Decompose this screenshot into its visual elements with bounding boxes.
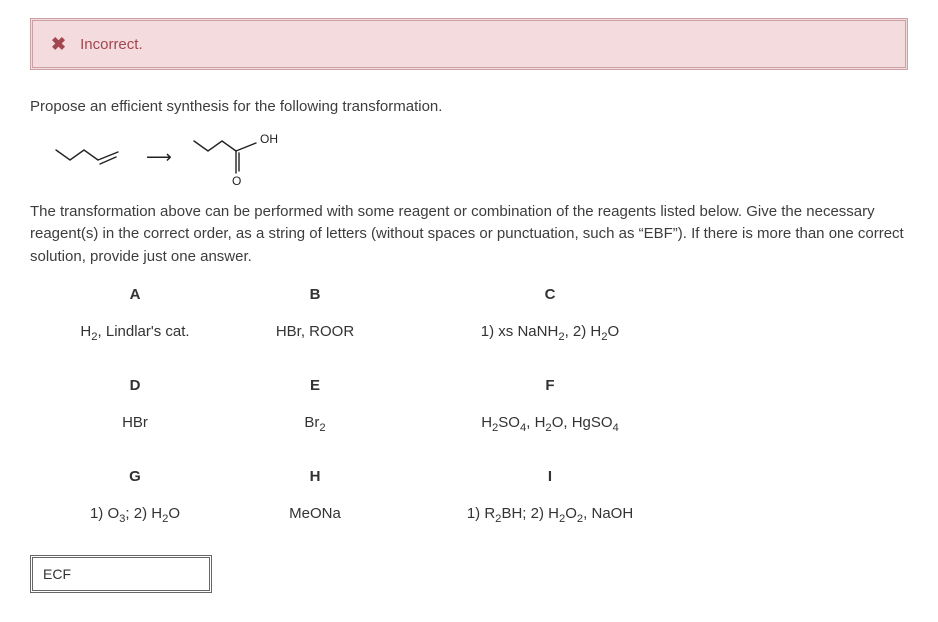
reagent-letter: F <box>400 377 700 394</box>
reagent-body: H2SO4, H2O, HgSO4 <box>400 414 700 434</box>
reagent-A: A H2, Lindlar's cat. <box>40 286 230 343</box>
reaction-arrow: ⟶ <box>146 147 172 168</box>
reagent-letter: H <box>230 468 400 485</box>
carbonyl-o-label: O <box>232 174 241 187</box>
reagent-letter: I <box>400 468 700 485</box>
reagent-body: 1) xs NaNH2, 2) H2O <box>400 323 700 343</box>
reagent-G: G 1) O3; 2) H2O <box>40 468 230 525</box>
feedback-alert: ✖ Incorrect. <box>30 18 908 70</box>
reagent-C: C 1) xs NaNH2, 2) H2O <box>400 286 700 343</box>
reagent-F: F H2SO4, H2O, HgSO4 <box>400 377 700 434</box>
reagent-B: B HBr, ROOR <box>230 286 400 343</box>
reaction-scheme: ⟶ OH O <box>52 129 908 187</box>
reagent-letter: D <box>40 377 230 394</box>
incorrect-icon: ✖ <box>51 35 66 53</box>
question-explanation: The transformation above can be performe… <box>30 201 908 269</box>
reagent-I: I 1) R2BH; 2) H2O2, NaOH <box>400 468 700 525</box>
feedback-message: Incorrect. <box>80 36 143 53</box>
reagent-body: HBr <box>40 414 230 431</box>
reagent-body: 1) R2BH; 2) H2O2, NaOH <box>400 505 700 525</box>
reagent-D: D HBr <box>40 377 230 434</box>
reagent-body: HBr, ROOR <box>230 323 400 340</box>
question-prompt: Propose an efficient synthesis for the f… <box>30 96 908 119</box>
answer-input[interactable]: ECF <box>30 555 212 593</box>
starting-material-structure <box>52 138 128 178</box>
reagent-body: Br2 <box>230 414 400 434</box>
product-structure: OH O <box>190 129 290 187</box>
reagent-body: MeONa <box>230 505 400 522</box>
reagent-E: E Br2 <box>230 377 400 434</box>
reagent-letter: G <box>40 468 230 485</box>
reagent-letter: C <box>400 286 700 303</box>
reagent-grid: A H2, Lindlar's cat. B HBr, ROOR C 1) xs… <box>40 286 908 525</box>
reagent-body: H2, Lindlar's cat. <box>40 323 230 343</box>
reagent-body: 1) O3; 2) H2O <box>40 505 230 525</box>
reagent-letter: E <box>230 377 400 394</box>
reagent-letter: A <box>40 286 230 303</box>
reagent-letter: B <box>230 286 400 303</box>
oh-label: OH <box>260 132 278 146</box>
reagent-H: H MeONa <box>230 468 400 525</box>
